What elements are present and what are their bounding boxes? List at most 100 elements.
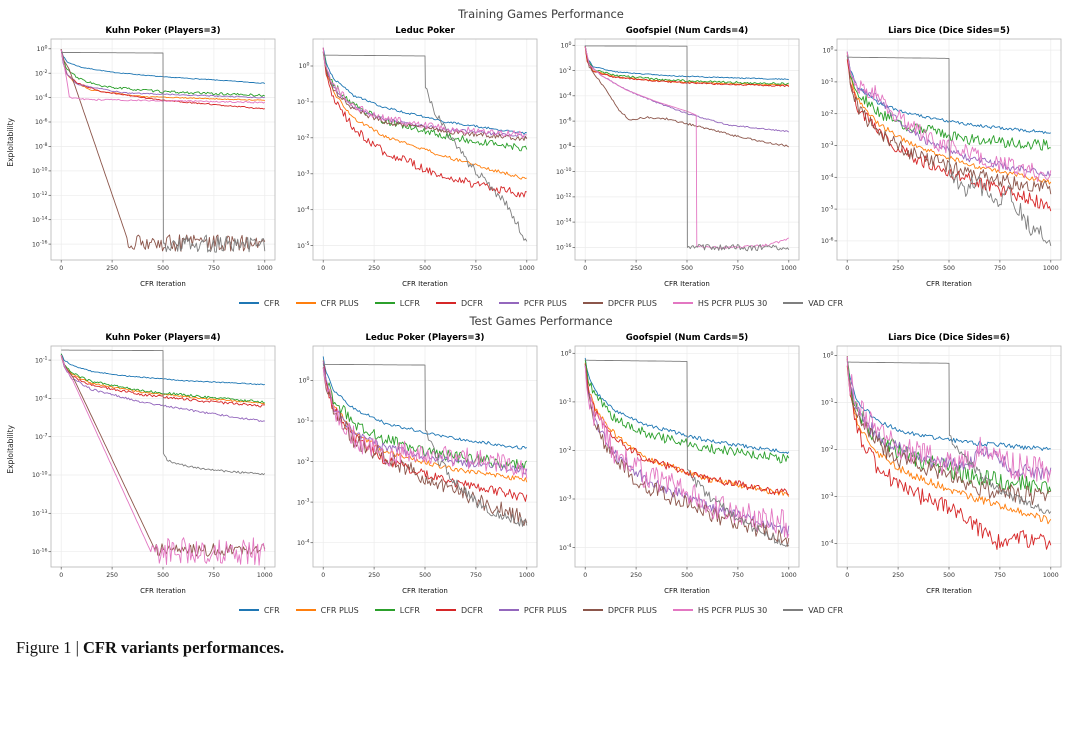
series-vad-cfr xyxy=(585,45,790,252)
series-vad-cfr xyxy=(585,359,790,547)
legend-label: CFR xyxy=(263,605,280,615)
panel-training: Training Games Performance Exploitabilit… xyxy=(6,7,1076,311)
subplot-kuhn-poker-players-4-: 0 250 500 750 1000 10-1 10-4 10-7 10-10 10-13 10-1… xyxy=(18,331,280,601)
svg-text:10-1: 10-1 xyxy=(821,78,834,87)
svg-text:0: 0 xyxy=(59,572,63,579)
legend-item-cfr: CFR xyxy=(238,605,280,615)
legend-label: VAD CFR xyxy=(808,605,844,615)
svg-text:500: 500 xyxy=(943,265,955,272)
legend-label: DCFR xyxy=(460,298,483,308)
legend-line-icon xyxy=(238,609,259,611)
svg-text:1000: 1000 xyxy=(257,572,273,579)
legend-label: VAD CFR xyxy=(808,298,844,308)
legend-item-dcfr: DCFR xyxy=(435,606,483,615)
svg-text:1000: 1000 xyxy=(1043,265,1059,272)
panel-title-test: Test Games Performance xyxy=(469,314,613,328)
svg-text:10-6: 10-6 xyxy=(35,118,48,127)
legend-item-pcfr-plus: PCFR PLUS xyxy=(498,299,567,308)
legend-item-lcfr: LCFR xyxy=(374,299,420,308)
legend-line-icon xyxy=(435,302,456,304)
series-pcfr-plus xyxy=(60,49,265,99)
figure-caption: Figure 1 | CFR variants performances. xyxy=(16,638,1076,658)
legend-line-icon xyxy=(783,302,804,304)
legend-line-icon xyxy=(783,609,804,611)
svg-text:CFR Iteration: CFR Iteration xyxy=(926,587,972,595)
subplot-kuhn-poker-players-3-: 0 250 500 750 1000 100 10-2 10-4 10-6 10-8 10-10 10… xyxy=(18,24,280,294)
svg-text:10-2: 10-2 xyxy=(35,69,48,78)
svg-text:10-4: 10-4 xyxy=(821,173,834,182)
svg-text:250: 250 xyxy=(630,572,642,579)
legend-line-icon xyxy=(374,302,395,304)
test-row: Exploitability 0 250 500 750 1000 10-1 10-4 10-… xyxy=(6,331,1076,601)
chart-canvas: 0 250 500 750 1000 100 10-1 10-2 10-3 10-4 Liars D… xyxy=(821,333,1062,595)
svg-text:10-2: 10-2 xyxy=(559,66,572,75)
legend-label: HS PCFR PLUS 30 xyxy=(697,605,768,615)
legend-item-hs-pcfr-plus-30: HS PCFR PLUS 30 xyxy=(672,299,767,308)
svg-text:Kuhn Poker (Players=3): Kuhn Poker (Players=3) xyxy=(105,26,220,36)
legend-line-icon xyxy=(238,302,259,304)
svg-text:250: 250 xyxy=(368,265,380,272)
svg-text:100: 100 xyxy=(823,351,834,360)
svg-text:10-14: 10-14 xyxy=(556,218,572,227)
svg-text:10-3: 10-3 xyxy=(559,495,572,504)
svg-text:10-12: 10-12 xyxy=(32,191,48,200)
svg-text:10-12: 10-12 xyxy=(556,193,572,202)
series-hs-pcfr-plus-30 xyxy=(846,51,1052,183)
svg-text:100: 100 xyxy=(299,62,310,71)
caption-prefix: Figure 1 | xyxy=(16,638,84,657)
svg-text:10-16: 10-16 xyxy=(32,547,48,556)
series-vad-cfr xyxy=(323,54,528,242)
legend-line-icon xyxy=(582,609,603,611)
series-dpcfr-plus xyxy=(322,51,528,141)
svg-text:10-4: 10-4 xyxy=(35,93,48,102)
svg-text:10-10: 10-10 xyxy=(556,167,572,176)
training-charts-row: 0 250 500 750 1000 100 10-2 10-4 10-6 10-8 10-10 10… xyxy=(18,24,1076,294)
svg-text:100: 100 xyxy=(561,349,572,358)
legend-item-hs-pcfr-plus-30: HS PCFR PLUS 30 xyxy=(672,605,768,615)
legend-item-dcfr: DCFR xyxy=(435,298,483,308)
svg-text:0: 0 xyxy=(845,265,849,272)
svg-text:10-4: 10-4 xyxy=(821,539,834,548)
svg-text:10-1: 10-1 xyxy=(821,398,834,407)
svg-text:10-3: 10-3 xyxy=(297,498,310,507)
svg-text:750: 750 xyxy=(470,265,482,272)
svg-text:10-8: 10-8 xyxy=(35,142,48,151)
svg-text:Leduc Poker (Players=3): Leduc Poker (Players=3) xyxy=(365,333,484,343)
svg-text:10-2: 10-2 xyxy=(821,109,834,118)
legend-line-icon xyxy=(435,609,456,611)
legend-item-cfr: CFR xyxy=(238,299,280,308)
series-dcfr xyxy=(846,365,1052,550)
svg-text:100: 100 xyxy=(299,376,310,385)
svg-text:10-4: 10-4 xyxy=(297,205,310,214)
svg-text:10-10: 10-10 xyxy=(32,167,48,176)
legend-item-pcfr-plus: PCFR PLUS xyxy=(498,606,567,615)
svg-text:100: 100 xyxy=(37,44,48,53)
legend-item-vad-cfr: VAD CFR xyxy=(783,299,843,308)
series-vad-cfr xyxy=(61,51,266,253)
series-hs-pcfr-plus-30 xyxy=(846,356,1052,483)
chart-canvas: 0 250 500 750 1000 100 10-1 10-2 10-3 10-4 10-5 10-… xyxy=(821,26,1062,288)
svg-text:0: 0 xyxy=(583,572,587,579)
legend-line-icon xyxy=(295,302,316,304)
series-dpcfr-plus xyxy=(584,45,790,148)
series-cfr-plus xyxy=(846,358,1052,525)
svg-text:250: 250 xyxy=(892,265,904,272)
svg-text:0: 0 xyxy=(59,265,63,272)
svg-text:500: 500 xyxy=(943,572,955,579)
svg-text:Liars Dice (Dice Sides=6): Liars Dice (Dice Sides=6) xyxy=(888,333,1010,343)
svg-text:500: 500 xyxy=(419,265,431,272)
svg-text:750: 750 xyxy=(208,572,220,579)
svg-text:Goofspiel (Num Cards=4): Goofspiel (Num Cards=4) xyxy=(626,26,749,36)
legend-line-icon xyxy=(498,302,519,304)
svg-text:1000: 1000 xyxy=(1043,572,1059,579)
svg-text:1000: 1000 xyxy=(257,265,273,272)
series-cfr xyxy=(60,48,266,84)
series-dpcfr-plus xyxy=(322,367,528,527)
legend-item-lcfr: LCFR xyxy=(374,606,420,615)
panel-title-training: Training Games Performance xyxy=(458,7,624,21)
series-cfr xyxy=(322,47,527,135)
chart-canvas: 0 250 500 750 1000 100 10-2 10-4 10-6 10-8 10-10 10… xyxy=(32,26,276,288)
chart-canvas: 0 250 500 750 1000 100 10-2 10-4 10-6 10-8 10-10 10… xyxy=(556,26,800,288)
y-axis-label-test: Exploitability xyxy=(6,424,15,474)
svg-text:1000: 1000 xyxy=(781,265,797,272)
